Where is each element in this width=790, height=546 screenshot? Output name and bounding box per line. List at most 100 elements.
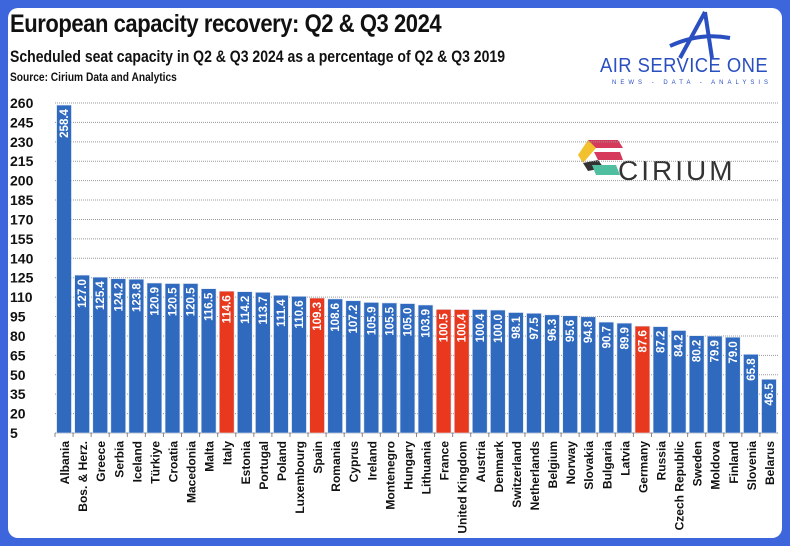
bar-sweden [688,335,705,434]
y-tick-label: 200 [10,173,34,189]
data-label: 79.0 [728,341,740,363]
x-tick-label: Belarus [763,441,777,485]
x-tick-label: Greece [94,441,108,482]
data-label: 100.4 [475,313,487,342]
bar-slovakia [580,316,596,434]
chart-title: European capacity recovery: Q2 & Q3 2024 [10,10,442,38]
y-tick-label: 170 [10,211,34,227]
data-label: 105.0 [402,308,414,337]
y-tick-label: 140 [10,250,34,266]
bar-switzerland [508,312,524,434]
bar-moldova [707,335,723,434]
x-tick-label: Romania [329,441,343,492]
y-tick-label: 20 [10,406,26,422]
data-label: 79.9 [710,340,722,362]
data-label: 97.5 [529,317,541,340]
y-tick-label: 5 [10,425,18,441]
data-label: 108.6 [330,303,342,332]
x-tick-label: Türkiye [148,441,162,484]
data-label: 120.9 [149,287,161,316]
x-tick-label: United Kingdom [456,441,470,534]
bar-lithuania [417,304,434,434]
x-tick-label: Netherlands [528,441,542,511]
bar-poland [273,295,289,434]
x-tick-label: Austria [474,441,488,483]
bar-t-rkiye [146,282,163,434]
y-tick-label: 125 [10,270,34,286]
bar-norway [562,315,578,434]
x-tick-label: Hungary [401,441,415,490]
bar-germany [634,325,651,434]
bar-greece [92,276,108,434]
data-label: 103.9 [421,309,433,338]
x-tick-label: Spain [311,441,325,474]
x-tick-label: Albania [58,441,72,485]
data-label: 123.8 [131,283,143,312]
data-label: 98.1 [511,316,523,339]
data-label: 125.4 [95,281,107,310]
x-tick-label: Norway [564,441,578,485]
bar-russia [652,326,669,434]
data-label: 100.5 [439,313,451,342]
data-label: 258.4 [59,108,71,137]
x-tick-label: Moldova [709,441,723,490]
x-tick-label: Bos. & Herz. [76,441,90,512]
x-tick-label: Denmark [492,441,506,493]
bar-albania [56,104,72,434]
bar-croatia [164,283,181,434]
x-tick-label: Serbia [112,441,126,478]
bar-montenegro [381,302,398,434]
bar-spain [309,297,325,434]
data-label: 94.8 [583,320,595,343]
bar-belgium [544,314,560,434]
x-tick-label: Latvia [618,441,632,476]
y-tick-label: 260 [10,95,34,111]
data-label: 95.6 [565,320,577,342]
x-tick-label: Cyprus [347,441,361,483]
y-tick-label: 155 [10,231,34,247]
bar-bos-herz- [74,274,90,434]
data-label: 110.6 [294,300,306,328]
bar-united-kingdom [453,309,470,434]
y-tick-label: 35 [10,386,26,402]
data-label: 114.2 [240,296,252,324]
x-tick-label: Macedonia [185,441,199,503]
air-service-one-logo-icon [669,11,731,59]
bar-belarus [761,378,777,434]
chart-source: Source: Cirium Data and Analytics [10,70,177,84]
y-tick-label: 215 [10,153,34,169]
cirium-logo-icon [578,140,623,175]
x-tick-label: France [438,441,452,481]
x-tick-label: Montenegro [383,441,397,510]
bar-latvia [616,322,633,434]
data-label: 89.9 [619,327,631,349]
data-label: 84.2 [674,335,686,357]
data-label: 100.4 [457,313,469,342]
bar-austria [472,309,488,434]
data-label: 114.6 [222,295,234,323]
x-tick-label: Portugal [257,441,271,490]
x-tick-label: Italy [221,441,235,465]
x-tick-label: Luxembourg [293,441,307,514]
x-tick-label: Belgium [546,441,560,488]
air-service-one-tagline: NEWS - DATA - ANALYSIS [612,80,773,86]
data-label: 111.4 [276,299,288,327]
bar-luxembourg [291,296,307,434]
y-tick-label: 185 [10,192,34,208]
bar-netherlands [526,312,542,434]
x-tick-label: Estonia [239,441,253,485]
y-tick-label: 110 [10,289,33,305]
bar-italy [219,290,235,434]
bar-macedonia [182,283,199,434]
data-label: 109.3 [312,302,324,331]
y-tick-label: 80 [10,328,26,344]
bar-estonia [237,291,253,434]
bar-portugal [255,292,271,434]
data-label: 124.2 [113,283,125,312]
data-label: 80.2 [692,340,704,362]
x-tick-label: Russia [655,441,669,481]
chart-subtitle: Scheduled seat capacity in Q2 & Q3 2024 … [10,48,506,66]
x-tick-label: Poland [275,441,289,481]
x-tick-label: Bulgaria [600,441,614,489]
bar-france [435,309,452,434]
